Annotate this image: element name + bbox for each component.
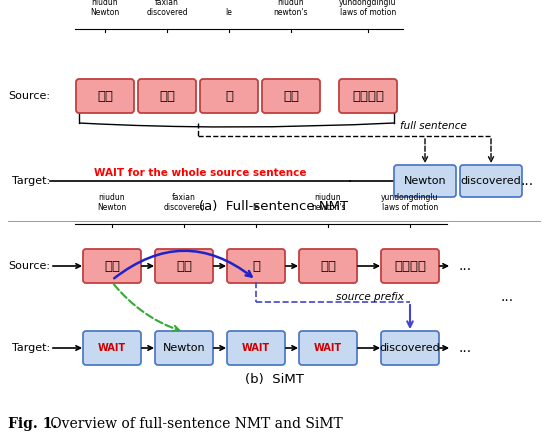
Text: 了: 了: [252, 259, 260, 273]
Text: niudun
newton's: niudun newton's: [274, 0, 308, 17]
Text: 牛顿: 牛顿: [97, 90, 113, 103]
Text: faxian
discovered: faxian discovered: [163, 193, 205, 212]
FancyBboxPatch shape: [381, 249, 439, 283]
Text: niudun
Newton: niudun Newton: [90, 0, 119, 17]
Text: 牛顿: 牛顿: [320, 259, 336, 273]
Text: Source:: Source:: [8, 261, 50, 271]
FancyBboxPatch shape: [299, 249, 357, 283]
FancyBboxPatch shape: [381, 331, 439, 365]
FancyBboxPatch shape: [76, 79, 134, 113]
Text: WAIT: WAIT: [242, 343, 270, 353]
Text: yundongdinglu
laws of motion: yundongdinglu laws of motion: [381, 193, 439, 212]
Text: WAIT: WAIT: [314, 343, 342, 353]
Text: ...: ...: [521, 174, 534, 188]
FancyBboxPatch shape: [394, 165, 456, 197]
FancyBboxPatch shape: [83, 249, 141, 283]
FancyBboxPatch shape: [227, 249, 285, 283]
Text: (a)  Full-sentence NMT: (a) Full-sentence NMT: [199, 201, 349, 214]
Text: Target:: Target:: [12, 176, 50, 186]
FancyArrowPatch shape: [114, 251, 252, 278]
Text: full sentence: full sentence: [400, 121, 467, 131]
Text: 牛顿: 牛顿: [104, 259, 120, 273]
Text: ...: ...: [500, 290, 513, 304]
Text: Newton: Newton: [163, 343, 206, 353]
FancyBboxPatch shape: [262, 79, 320, 113]
FancyBboxPatch shape: [155, 249, 213, 283]
Text: ...: ...: [458, 259, 471, 273]
Text: WAIT: WAIT: [98, 343, 126, 353]
Text: niudun
Newton: niudun Newton: [98, 193, 127, 212]
FancyBboxPatch shape: [83, 331, 141, 365]
Text: le: le: [226, 8, 232, 17]
Text: discovered: discovered: [461, 176, 521, 186]
Text: 牛顿: 牛顿: [283, 90, 299, 103]
Text: Overview of full-sentence NMT and SiMT: Overview of full-sentence NMT and SiMT: [46, 417, 342, 431]
Text: WAIT for the whole source sentence: WAIT for the whole source sentence: [94, 168, 306, 178]
Text: 运动定律: 运动定律: [352, 90, 384, 103]
Text: (b)  SiMT: (b) SiMT: [244, 373, 304, 386]
FancyBboxPatch shape: [339, 79, 397, 113]
Text: faxian
discovered: faxian discovered: [146, 0, 188, 17]
FancyBboxPatch shape: [155, 331, 213, 365]
Text: niudun
newton's: niudun newton's: [311, 193, 345, 212]
FancyBboxPatch shape: [138, 79, 196, 113]
Text: 发现: 发现: [159, 90, 175, 103]
Text: Newton: Newton: [404, 176, 446, 186]
Text: Target:: Target:: [12, 343, 50, 353]
Text: source prefix: source prefix: [336, 292, 404, 302]
Text: 发现: 发现: [176, 259, 192, 273]
FancyBboxPatch shape: [227, 331, 285, 365]
Text: discovered: discovered: [380, 343, 441, 353]
Text: Fig. 1.: Fig. 1.: [8, 417, 57, 431]
Text: 了: 了: [225, 90, 233, 103]
FancyBboxPatch shape: [299, 331, 357, 365]
FancyBboxPatch shape: [460, 165, 522, 197]
FancyBboxPatch shape: [200, 79, 258, 113]
Text: Source:: Source:: [8, 91, 50, 101]
Text: ...: ...: [458, 341, 471, 355]
Text: 运动定律: 运动定律: [394, 259, 426, 273]
Text: le: le: [253, 203, 259, 212]
Text: yundongdinglu
laws of motion: yundongdinglu laws of motion: [339, 0, 397, 17]
